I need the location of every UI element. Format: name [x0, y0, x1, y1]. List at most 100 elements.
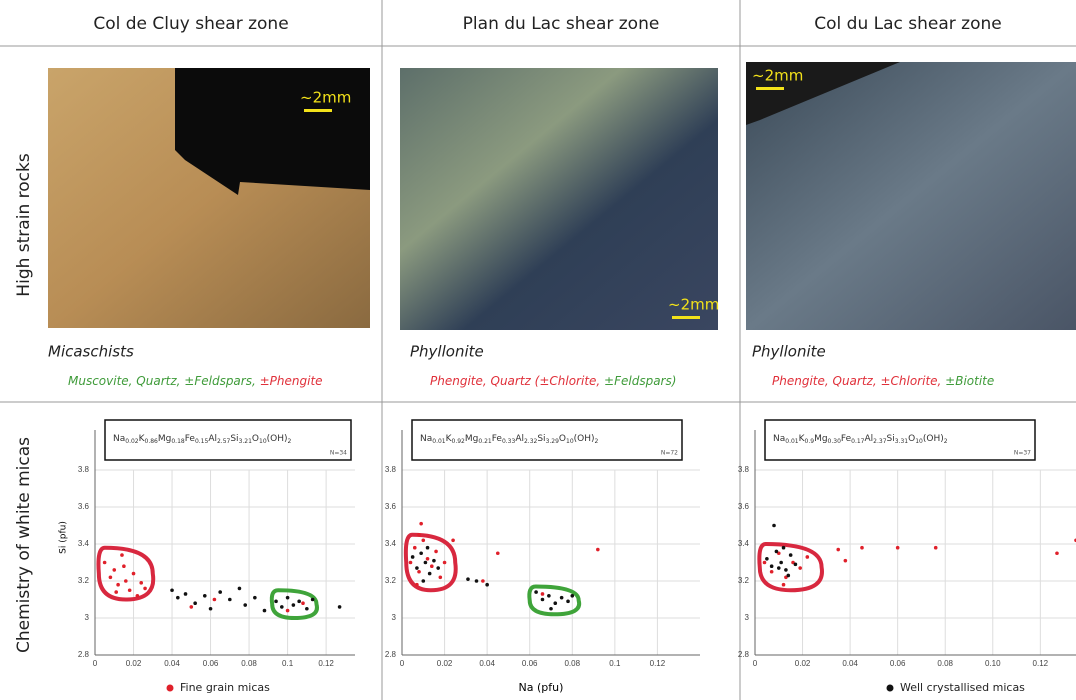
- y-tick-label: 3.4: [385, 539, 397, 548]
- formula-element: (OH): [267, 434, 288, 444]
- legend-label: Well crystallised micas: [900, 681, 1025, 694]
- y-tick-label: 2.8: [78, 650, 90, 659]
- x-tick-label: 0.06: [203, 659, 219, 668]
- formula-subscript: 0.92: [452, 438, 466, 445]
- data-point: [438, 575, 443, 580]
- rock-name: Micaschists: [48, 343, 134, 361]
- formula-subscript: 2.57: [217, 438, 231, 445]
- data-point: [769, 564, 774, 568]
- data-point: [102, 560, 107, 565]
- formula-subscript: 0.86: [145, 438, 159, 445]
- formula-subscript: 0.17: [851, 438, 865, 445]
- y-tick-label: 3.6: [738, 502, 750, 511]
- formula-element: (OH): [574, 434, 595, 444]
- scale-bar: [304, 109, 332, 112]
- formula-subscript: 3.29: [546, 438, 560, 445]
- y-tick-label: 3.8: [738, 465, 750, 474]
- data-point: [425, 545, 430, 550]
- formula-subscript: 0.33: [502, 438, 516, 445]
- data-point: [596, 547, 600, 552]
- x-tick-label: 0.08: [241, 659, 257, 668]
- x-tick-label: 0.12: [650, 659, 666, 668]
- data-point: [434, 549, 438, 554]
- mineral-text: Phengite, Quartz (±Chlorite,: [430, 374, 604, 388]
- data-point: [419, 521, 423, 526]
- data-point: [442, 560, 447, 565]
- mineral-text: ±Feldspars): [604, 374, 676, 388]
- data-point: [786, 573, 791, 578]
- data-point: [337, 605, 342, 609]
- data-point: [176, 595, 180, 600]
- photo-background: [746, 62, 900, 125]
- y-tick-label: 3.6: [78, 502, 90, 511]
- data-point: [481, 579, 485, 583]
- formula-box: [104, 419, 352, 461]
- formula: Na0.01K0.9Mg0.30Fe0.17Al2.37Si3.31O10(OH…: [773, 434, 948, 445]
- data-point: [297, 599, 301, 604]
- formula-element: Mg: [814, 434, 827, 444]
- formula-subscript: 0.21: [478, 438, 492, 445]
- formula-element: K: [139, 434, 146, 444]
- mineral-list: Phengite, Quartz, ±Chlorite, ±Biotite: [772, 374, 994, 388]
- formula-element: Al: [515, 434, 524, 444]
- legend-marker: [886, 684, 894, 692]
- formula-element: Mg: [465, 434, 478, 444]
- data-point: [108, 575, 113, 580]
- mineral-text: ±Biotite: [945, 374, 994, 388]
- data-point: [860, 545, 864, 550]
- photo: [746, 62, 1076, 330]
- formula-element: K: [799, 434, 806, 444]
- data-point: [218, 590, 222, 594]
- formula-element: Na: [113, 434, 125, 444]
- sample-count: N=72: [661, 450, 678, 457]
- cluster-outline: [403, 532, 458, 593]
- data-point: [427, 571, 432, 576]
- data-point: [559, 595, 564, 600]
- formula-element: Mg: [158, 434, 171, 444]
- data-point: [202, 594, 207, 598]
- formula-element: Na: [773, 434, 785, 444]
- row-label: High strain rocks: [14, 153, 34, 297]
- formula-subscript: 0.02: [125, 438, 139, 445]
- y-tick-label: 3.4: [738, 539, 750, 548]
- legend-label: Fine grain micas: [180, 681, 270, 694]
- data-point: [410, 555, 415, 559]
- data-point: [1055, 551, 1059, 556]
- data-point: [570, 594, 575, 598]
- data-point: [534, 590, 538, 594]
- formula-subscript: 2.32: [524, 438, 538, 445]
- data-point: [310, 597, 315, 602]
- data-point: [139, 581, 144, 585]
- mineral-text: Phengite, Quartz, ±Chlorite,: [772, 374, 945, 388]
- y-tick-label: 3.4: [78, 539, 90, 548]
- photo-background: [175, 68, 370, 195]
- data-point: [553, 601, 558, 605]
- legend-marker: [166, 684, 174, 692]
- scale-label: ~2mm: [752, 67, 803, 85]
- data-point: [495, 551, 500, 556]
- data-point: [451, 538, 455, 543]
- data-point: [112, 568, 117, 572]
- y-tick-label: 3.8: [385, 465, 397, 474]
- data-point: [419, 551, 423, 556]
- formula-subscript: 0.9: [805, 438, 815, 445]
- data-point: [114, 590, 118, 594]
- x-tick-label: 0.08: [564, 659, 580, 668]
- y-tick-label: 3: [392, 613, 397, 622]
- formula-subscript: 2: [595, 438, 599, 445]
- formula-subscript: 0.18: [171, 438, 185, 445]
- y-tick-label: 2.8: [738, 650, 750, 659]
- y-tick-label: 3.8: [78, 465, 90, 474]
- data-point: [423, 560, 428, 565]
- cluster-outline: [96, 545, 156, 602]
- data-point: [127, 588, 132, 593]
- formula-element: (OH): [923, 434, 944, 444]
- y-tick-label: 3.6: [385, 502, 397, 511]
- x-tick-label: 0.02: [795, 659, 811, 668]
- formula-subscript: 2: [944, 438, 948, 445]
- y-tick-label: 3.2: [78, 576, 90, 585]
- data-point: [762, 560, 767, 565]
- data-point: [421, 538, 426, 543]
- data-point: [798, 566, 802, 570]
